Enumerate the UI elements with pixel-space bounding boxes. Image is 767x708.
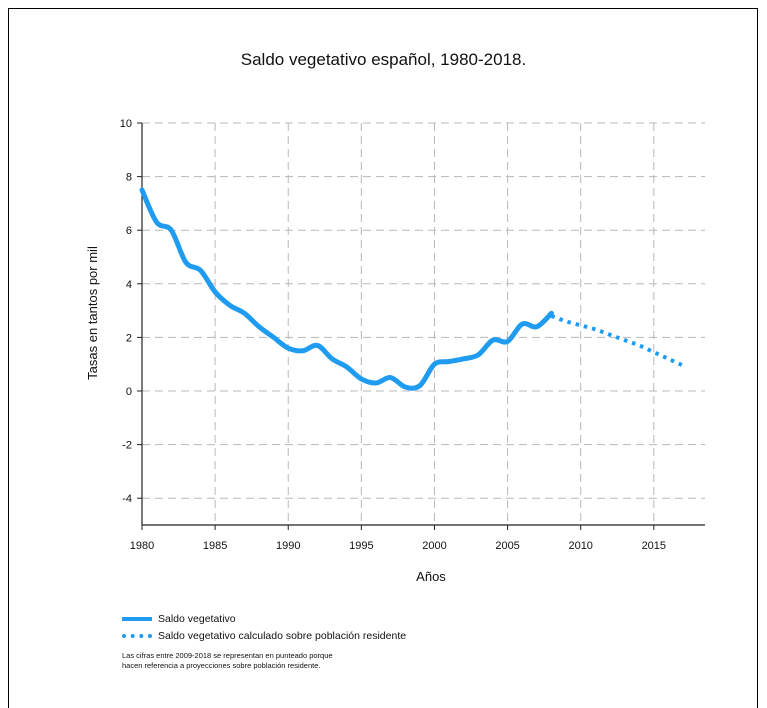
- footnote-line-1: Las cifras entre 2009-2018 se representa…: [122, 651, 333, 660]
- y-axis-label: Tasas en tantos por mil: [85, 246, 100, 380]
- legend-item-solid: Saldo vegetativo: [122, 612, 406, 626]
- axes: 10 8 6 4 2 0 -2 -4 1980 1985 1990 1995 2000 2005 2010 2…: [120, 118, 705, 552]
- series-line-dotted: [550, 314, 684, 368]
- y-tick-label: -4: [122, 493, 132, 505]
- y-tick-label: 6: [126, 225, 132, 237]
- y-tick-label: 0: [126, 386, 132, 398]
- x-tick-label: 2010: [568, 540, 592, 552]
- x-tick-label: 2005: [495, 540, 519, 552]
- x-tick-label: 1980: [130, 540, 154, 552]
- legend: Saldo vegetativo Saldo vegetativo calcul…: [122, 612, 406, 646]
- y-tick-label: 4: [126, 279, 132, 291]
- x-axis-label: Años: [416, 569, 446, 584]
- x-tick-label: 1995: [349, 540, 373, 552]
- chart-frame: [8, 8, 758, 708]
- y-tick-label: -2: [122, 440, 132, 452]
- legend-item-dotted: Saldo vegetativo calculado sobre poblaci…: [122, 629, 406, 643]
- chart-title: Saldo vegetativo español, 1980-2018.: [240, 50, 527, 69]
- series-line-solid: [139, 187, 554, 391]
- legend-label-dotted: Saldo vegetativo calculado sobre poblaci…: [158, 630, 407, 642]
- grid: [141, 122, 705, 525]
- x-tick-label: 1990: [276, 540, 300, 552]
- x-tick-label: 1985: [203, 540, 227, 552]
- series-group: [139, 187, 684, 391]
- footnote-line-2: hacen referencia a proyecciones sobre po…: [122, 661, 321, 670]
- legend-swatch-dotted: [122, 634, 152, 638]
- y-tick-label: 10: [120, 118, 132, 130]
- x-tick-label: 2015: [642, 540, 666, 552]
- legend-swatch-solid: [122, 617, 152, 621]
- footnote: Las cifras entre 2009-2018 se representa…: [122, 651, 422, 671]
- x-tick-label: 2000: [422, 540, 446, 552]
- y-tick-label: 8: [126, 172, 132, 184]
- y-tick-label: 2: [126, 332, 132, 344]
- legend-label-solid: Saldo vegetativo: [158, 613, 236, 625]
